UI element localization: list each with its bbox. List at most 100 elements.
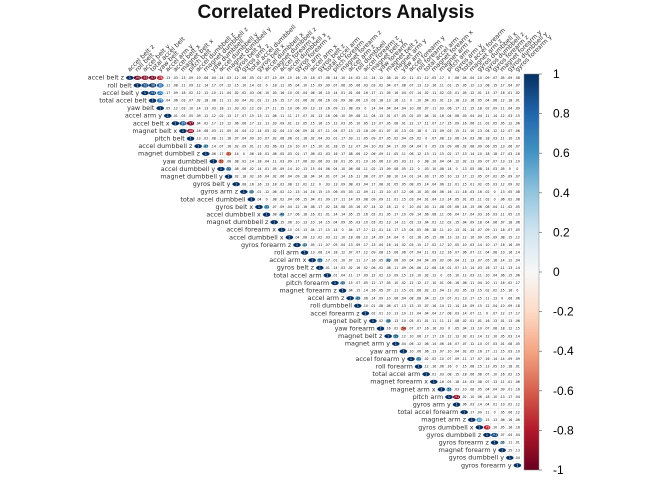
cell-value: .88 [188,129,193,133]
correlation-mark [247,197,256,202]
cell-value: .03 [371,220,376,224]
cell-value: .06 [507,144,512,148]
cell-value: .02 [485,106,490,110]
cell-value: .05 [295,91,300,95]
cell-value: .51 [264,205,269,209]
cell-value: .16 [485,319,490,323]
correlation-mark [506,455,514,460]
cell-value: .15 [317,190,322,194]
cell-value: .11 [219,129,224,133]
cell-value: .18 [333,251,338,255]
cell-value: .12 [507,122,512,126]
cell-value: .01 [515,99,520,103]
cell-value: .17 [371,182,376,186]
cell-value: .11 [272,106,277,110]
correlation-mark [218,159,224,164]
cell-value: .10 [386,296,391,300]
cell-value: .14 [219,76,224,80]
cell-value: .18 [333,160,338,164]
cell-value: .16 [431,327,436,331]
cell-value: .05 [500,122,505,126]
cell-value: .03 [409,129,414,133]
cell-value: .13 [485,365,490,369]
cell-value: 1 [273,220,275,224]
cell-value: .16 [500,372,505,376]
cell-value: .13 [462,99,467,103]
cell-value: .15 [355,213,360,217]
cell-value: .17 [439,243,444,247]
cell-value: 1 [380,327,382,331]
cell-value: .05 [477,388,482,392]
cell-value: .06 [409,190,414,194]
cell-value: .06 [355,91,360,95]
cell-value: .17 [469,296,474,300]
cell-value: .11 [264,122,269,126]
row-label: magnet dumbbell z [206,218,269,226]
cell-value: .07 [393,304,398,308]
cell-value: .05 [492,144,497,148]
cell-value: .01 [447,84,452,88]
cell-value: .04 [378,243,383,247]
cell-value: 0 [425,129,427,133]
cell-value: .16 [439,114,444,118]
cell-value: .93 [143,76,148,80]
cell-value: .06 [340,84,345,88]
cell-value: .01 [317,213,322,217]
cell-value: .08 [500,236,505,240]
cell-value: .05 [485,182,490,186]
cell-value: .05 [447,205,452,209]
cell-value: .03 [439,372,444,376]
cell-value: .11 [386,198,391,202]
cell-value: .08 [477,372,482,376]
cell-value: .04 [371,114,376,118]
cell-value: .07 [219,144,224,148]
cell-value: .03 [469,403,474,407]
cell-value: .04 [439,289,444,293]
cell-value: .16 [257,152,262,156]
cell-value: .07 [325,243,330,247]
cell-value: .17 [340,152,345,156]
cell-value: .03 [325,137,330,141]
cell-value: .09 [371,129,376,133]
cell-value: .11 [469,281,474,285]
cell-value: .15 [447,122,452,126]
cell-value: .05 [310,243,315,247]
cell-value: .10 [386,312,391,316]
cell-value: .12 [507,327,512,331]
cell-value: .06 [325,167,330,171]
cell-value: .76 [158,99,163,103]
cell-value: .01 [340,91,345,95]
cell-value: 1 [319,266,321,270]
cell-value: .13 [447,137,452,141]
cell-value: .09 [469,220,474,224]
cell-value: .12 [500,114,505,118]
cell-value: .09 [515,357,520,361]
cell-value: .04 [386,84,391,88]
cell-value: .10 [469,395,474,399]
cell-value: .02 [249,167,254,171]
cell-value: .09 [188,76,193,80]
cell-value: .04 [333,129,338,133]
cell-value: .01 [439,281,444,285]
cell-value: .05 [454,243,459,247]
cell-value: .04 [378,106,383,110]
cell-value: .03 [469,137,474,141]
cell-value: .10 [257,137,262,141]
cell-value: .17 [439,122,444,126]
cell-value: 1 [235,182,237,186]
cell-value: .09 [393,274,398,278]
cell-value: .06 [439,236,444,240]
cell-value: .14 [333,91,338,95]
correlation-mark [186,121,195,126]
row-label: gyros belt z [277,264,315,272]
cell-value: .14 [515,334,520,338]
cell-value: .02 [393,327,398,331]
cell-value: .13 [424,84,429,88]
cell-value: .16 [257,182,262,186]
cell-value: .09 [295,175,300,179]
cell-value: .05 [348,220,353,224]
cell-value: .17 [363,228,368,232]
cell-value: .01 [325,144,330,148]
cell-value: .08 [272,198,277,202]
cell-value: .05 [393,152,398,156]
